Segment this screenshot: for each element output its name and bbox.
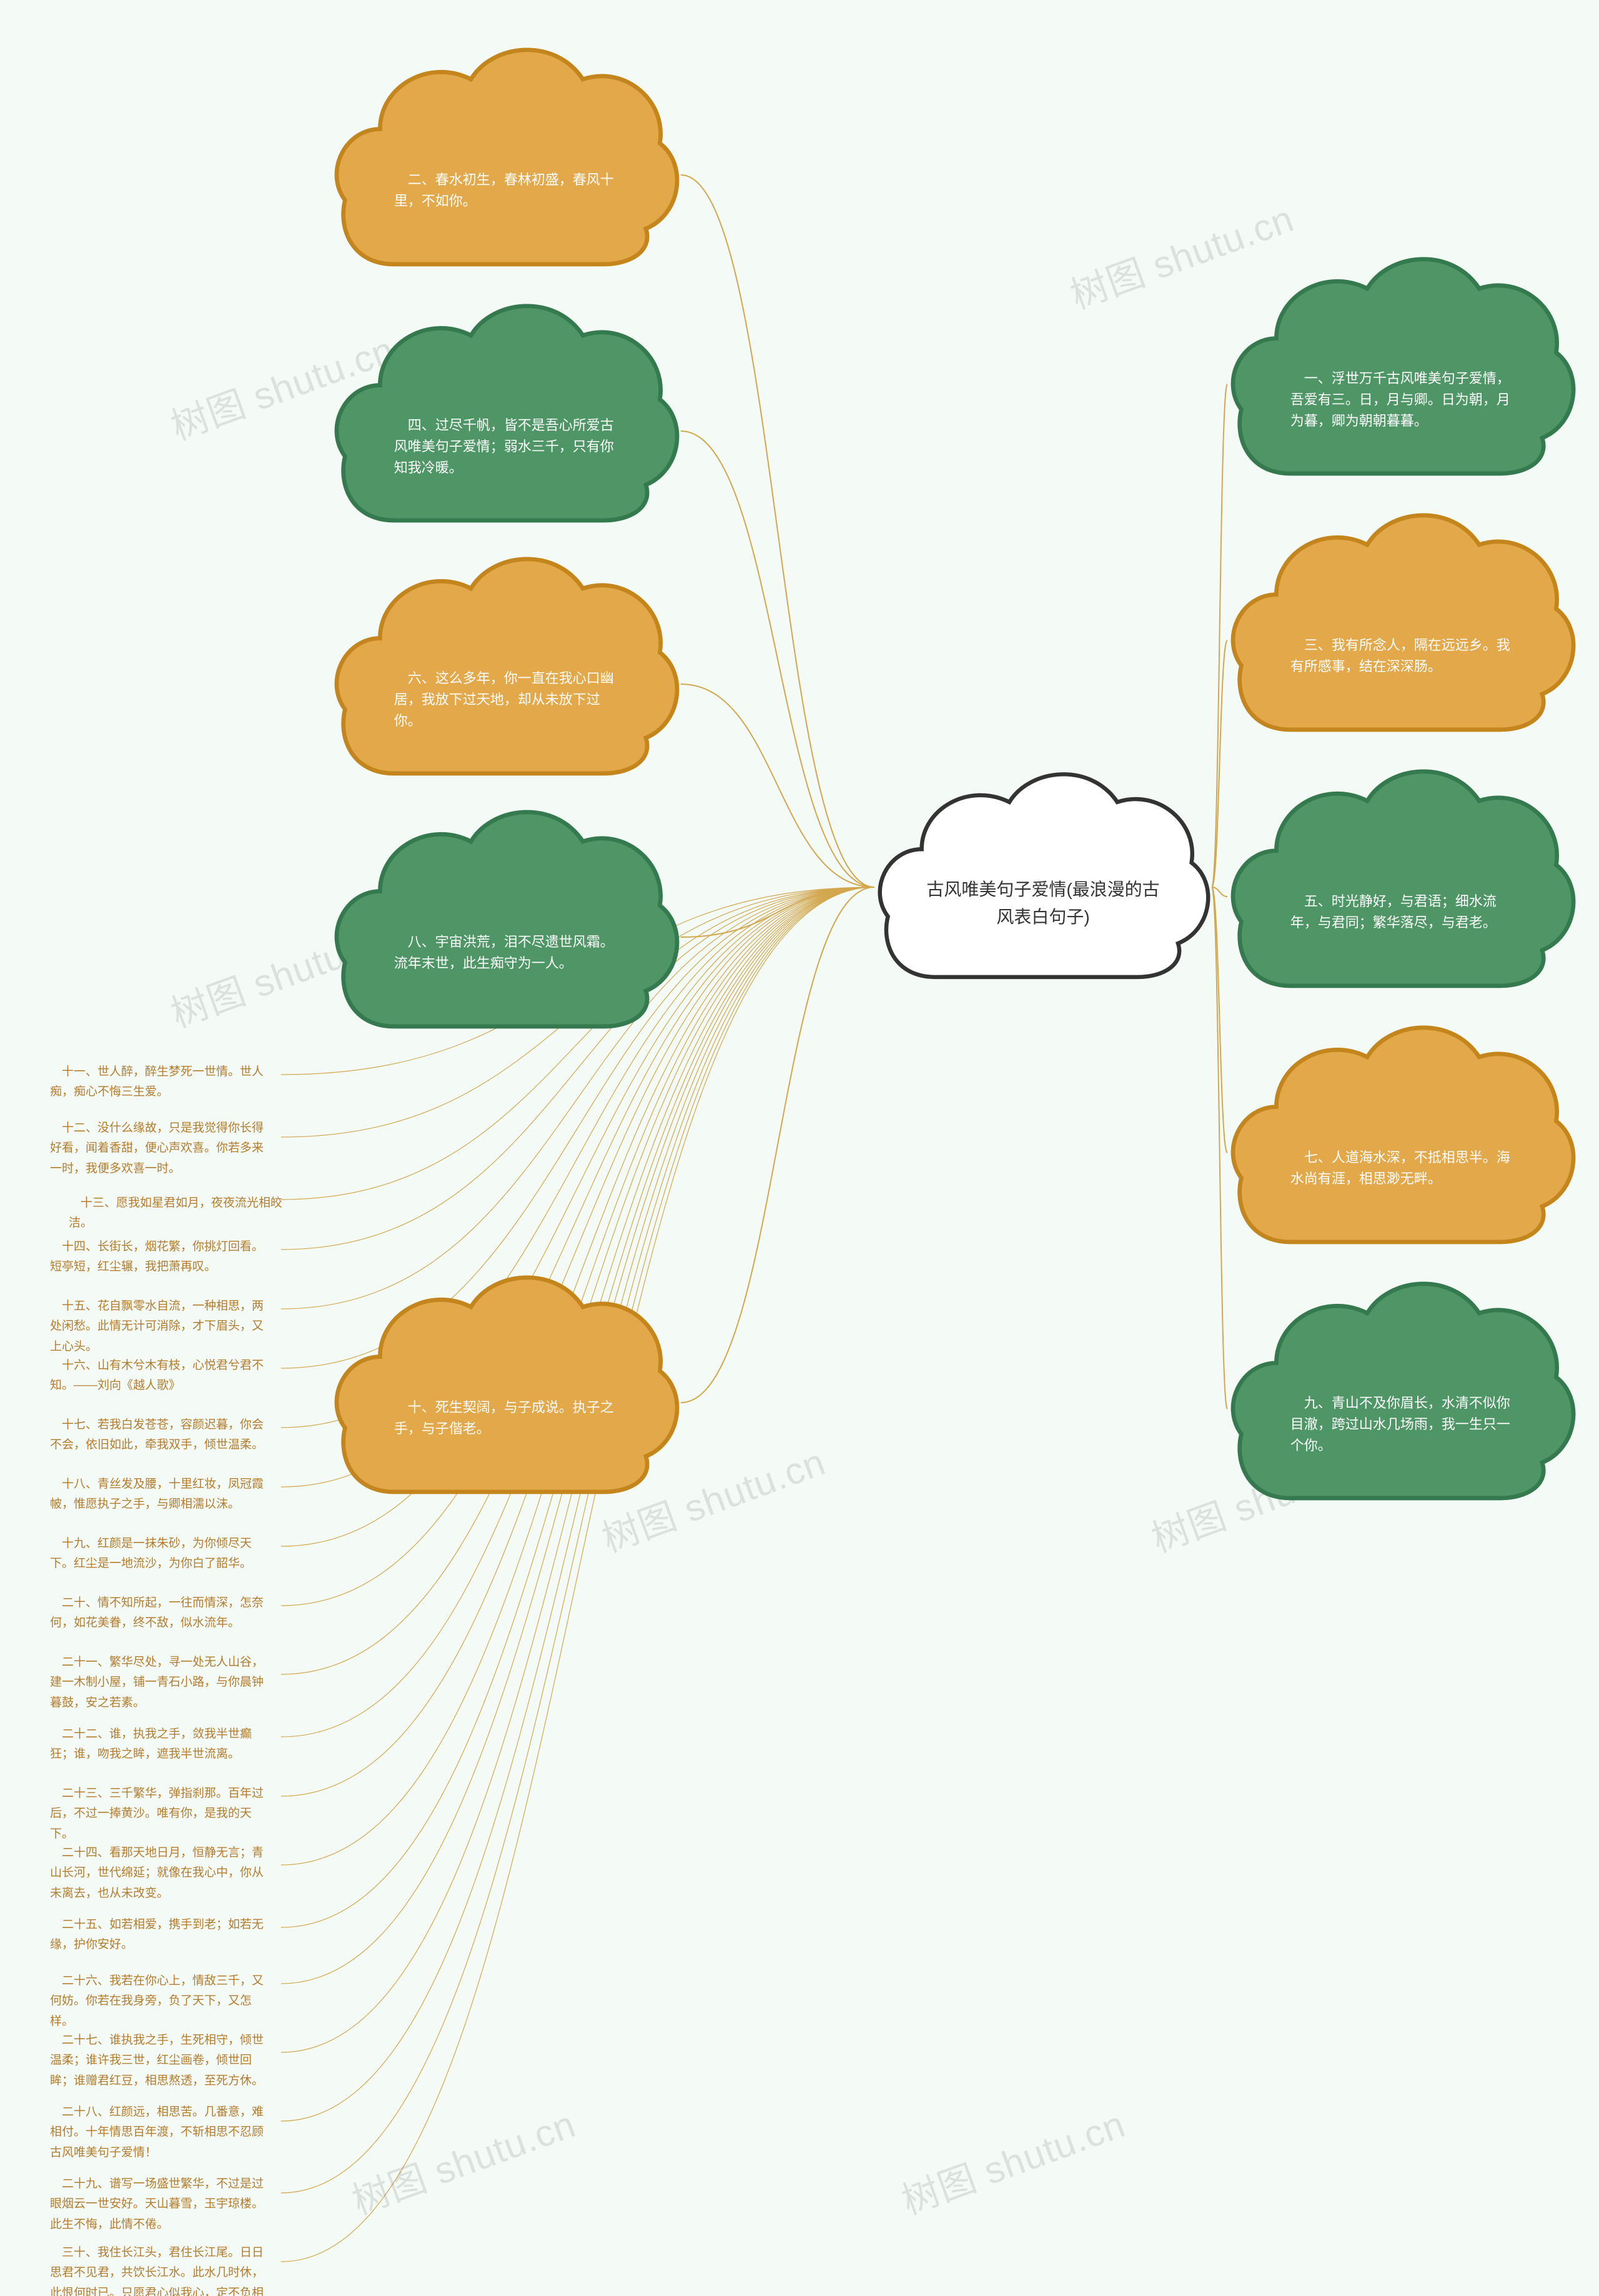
right-cloud-4[interactable]: 七、人道海水深，不抵相思半。海水尚有涯，相思渺无畔。 xyxy=(1227,1021,1577,1253)
right-cloud-2[interactable]: 三、我有所念人，隔在远远乡。我有所感事，结在深深肠。 xyxy=(1227,509,1577,740)
center-node-text: 古风唯美句子爱情(最浪漫的古风表白句子) xyxy=(925,876,1161,930)
left-cloud-3-text: 六、这么多年，你一直在我心口幽居，我放下过天地，却从未放下过你。 xyxy=(394,668,618,732)
left-cloud-1-text: 二、春水初生，春林初盛，春风十里，不如你。 xyxy=(394,169,618,212)
watermark: 树图 shutu.cn xyxy=(344,2094,582,2225)
right-cloud-5[interactable]: 九、青山不及你眉长，水清不似你目澈，跨过山水几场雨，我一生只一个你。 xyxy=(1227,1278,1577,1509)
left-cloud-4-text: 八、宇宙洪荒，泪不尽遗世风霜。流年末世，此生痴守为一人。 xyxy=(394,932,618,974)
text-item-11[interactable]: 十一、世人醉，醉生梦死一世情。世人痴，痴心不悔三生爱。 xyxy=(50,1062,275,1103)
right-cloud-3-text: 五、时光静好，与君语；细水流年，与君同；繁华落尽，与君老。 xyxy=(1290,891,1514,933)
text-item-16[interactable]: 十六、山有木兮木有枝，心悦君兮君不知。——刘向《越人歌》 xyxy=(50,1356,275,1396)
mindmap-canvas: 树图 shutu.cn树图 shutu.cn树图 shutu.cn树图 shut… xyxy=(0,0,1599,2296)
text-item-26[interactable]: 二十六、我若在你心上，情敌三千，又何妨。你若在我身旁，负了天下，又怎样。 xyxy=(50,1971,275,2032)
watermark: 树图 shutu.cn xyxy=(893,2094,1132,2225)
right-cloud-2-text: 三、我有所念人，隔在远远乡。我有所感事，结在深深肠。 xyxy=(1290,635,1514,677)
right-cloud-5-text: 九、青山不及你眉长，水清不似你目澈，跨过山水几场雨，我一生只一个你。 xyxy=(1290,1393,1514,1456)
text-item-22[interactable]: 二十二、谁，执我之手，敛我半世癫狂；谁，吻我之眸，遮我半世流离。 xyxy=(50,1724,275,1765)
text-item-18[interactable]: 十八、青丝发及腰，十里红妆，凤冠霞帔，惟愿执子之手，与卿相濡以沫。 xyxy=(50,1474,275,1515)
text-item-30[interactable]: 三十、我住长江头，君住长江尾。日日思君不见君，共饮长江水。此水几时休，此恨何时已… xyxy=(50,2243,275,2296)
left-cloud-2[interactable]: 四、过尽千帆，皆不是吾心所爱古风唯美句子爱情；弱水三千，只有你知我冷暖。 xyxy=(331,300,681,531)
center-node[interactable]: 古风唯美句子爱情(最浪漫的古风表白句子) xyxy=(874,768,1212,987)
text-item-25[interactable]: 二十五、如若相爱，携手到老；如若无缘，护你安好。 xyxy=(50,1915,275,1956)
text-item-27[interactable]: 二十七、谁执我之手，生死相守，倾世温柔；谁许我三世，红尘画卷，倾世回眸；谁赠君红… xyxy=(50,2030,275,2091)
text-item-23[interactable]: 二十三、三千繁华，弹指刹那。百年过后，不过一捧黄沙。唯有你，是我的天下。 xyxy=(50,1784,275,1844)
left-cloud-4[interactable]: 八、宇宙洪荒，泪不尽遗世风霜。流年末世，此生痴守为一人。 xyxy=(331,806,681,1037)
text-item-12[interactable]: 十二、没什么缘故，只是我觉得你长得好看，闻着香甜，便心声欢喜。你若多来一时，我便… xyxy=(50,1118,275,1179)
text-item-28[interactable]: 二十八、红颜远，相思苦。几番意，难相付。十年情思百年渡，不斩相思不忍顾古风唯美句… xyxy=(50,2102,275,2163)
right-cloud-1-text: 一、浮世万千古风唯美句子爱情，吾爱有三。日，月与卿。日为朝，月为暮，卿为朝朝暮暮… xyxy=(1290,368,1514,432)
left-cloud-2-text: 四、过尽千帆，皆不是吾心所爱古风唯美句子爱情；弱水三千，只有你知我冷暖。 xyxy=(394,415,618,479)
left-cloud-5[interactable]: 十、死生契阔，与子成说。执子之手，与子偕老。 xyxy=(331,1271,681,1503)
text-item-17[interactable]: 十七、若我白发苍苍，容颜迟暮，你会不会，依旧如此，牵我双手，倾世温柔。 xyxy=(50,1415,275,1456)
right-cloud-3[interactable]: 五、时光静好，与君语；细水流年，与君同；繁华落尽，与君老。 xyxy=(1227,765,1577,996)
left-cloud-5-text: 十、死生契阔，与子成说。执子之手，与子偕老。 xyxy=(394,1397,618,1439)
right-cloud-4-text: 七、人道海水深，不抵相思半。海水尚有涯，相思渺无畔。 xyxy=(1290,1147,1514,1190)
text-item-24[interactable]: 二十四、看那天地日月，恒静无言；青山长河，世代绵延；就像在我心中，你从未离去，也… xyxy=(50,1843,275,1904)
text-item-13[interactable]: 十三、愿我如星君如月，夜夜流光相皎洁。 xyxy=(69,1193,294,1234)
text-item-14[interactable]: 十四、长街长，烟花繁，你挑灯回看。短亭短，红尘辗，我把萧再叹。 xyxy=(50,1237,275,1278)
text-item-20[interactable]: 二十、情不知所起，一往而情深，怎奈何，如花美眷，终不敌，似水流年。 xyxy=(50,1593,275,1634)
left-cloud-3[interactable]: 六、这么多年，你一直在我心口幽居，我放下过天地，却从未放下过你。 xyxy=(331,553,681,784)
left-cloud-1[interactable]: 二、春水初生，春林初盛，春风十里，不如你。 xyxy=(331,44,681,275)
text-item-15[interactable]: 十五、花自飘零水自流，一种相思，两处闲愁。此情无计可消除，才下眉头，又上心头。 xyxy=(50,1296,275,1357)
text-item-19[interactable]: 十九、红颜是一抹朱砂，为你倾尽天下。红尘是一地流沙，为你白了韶华。 xyxy=(50,1534,275,1574)
right-cloud-1[interactable]: 一、浮世万千古风唯美句子爱情，吾爱有三。日，月与卿。日为朝，月为暮，卿为朝朝暮暮… xyxy=(1227,253,1577,484)
text-item-29[interactable]: 二十九、谱写一场盛世繁华，不过是过眼烟云一世安好。天山暮雪，玉宇琼楼。此生不悔，… xyxy=(50,2174,275,2235)
text-item-21[interactable]: 二十一、繁华尽处，寻一处无人山谷，建一木制小屋，铺一青石小路，与你晨钟暮鼓，安之… xyxy=(50,1652,275,1713)
